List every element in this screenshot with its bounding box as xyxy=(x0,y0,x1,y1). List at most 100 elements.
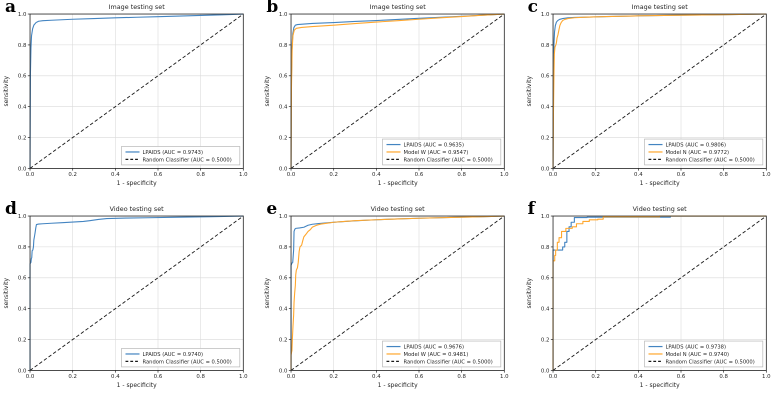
axes-frame xyxy=(29,215,244,371)
x-tick-label: 0.8 xyxy=(196,374,205,380)
roc-panel-e: e 0.0 0.2 0.4 0.6 0.8 1.0 0.0 0.2 0.4 0.6 0.8 1.0 Vi… xyxy=(261,198,522,403)
series-line-1 xyxy=(290,13,505,169)
legend-label: Random Classifier (AUC = 0.5000) xyxy=(404,157,493,163)
roc-chart-e: 0.0 0.2 0.4 0.6 0.8 1.0 0.0 0.2 0.4 0.6 0.8 1.0 Vide… xyxy=(264,205,509,389)
y-tick-label: 0.2 xyxy=(18,135,27,141)
y-tick-label: 0.6 xyxy=(18,275,27,281)
x-tick-label: 0.6 xyxy=(415,172,424,178)
series-line-1 xyxy=(29,215,244,371)
y-tick-label: 1.0 xyxy=(540,12,549,18)
x-tick-label: 0.4 xyxy=(372,374,381,380)
series-line-2 xyxy=(291,13,505,169)
roc-panel-b: b 0.0 0.2 0.4 0.6 0.8 1.0 0.0 0.2 0.4 0.6 0.8 1.0 Im… xyxy=(261,0,522,202)
axes-frame xyxy=(290,215,506,371)
y-tick-label: 1.0 xyxy=(540,213,549,219)
y-tick-label: 0.2 xyxy=(18,337,27,343)
y-axis-label: sensitivity xyxy=(3,277,10,308)
plot-title: Image testing set xyxy=(370,3,427,11)
roc-panel-f: f 0.0 0.2 0.4 0.6 0.8 1.0 0.0 0.2 0.4 0.6 0.8 1.0 Vi… xyxy=(523,198,784,403)
y-axis-label: sensitivity xyxy=(264,75,271,106)
y-tick-label: 0.0 xyxy=(540,166,549,172)
y-tick-label: 0.0 xyxy=(18,166,27,172)
x-tick-label: 1.0 xyxy=(762,374,771,380)
y-tick-label: 0.4 xyxy=(540,306,549,312)
legend-label: LPAIDS (AUC = 0.9676) xyxy=(404,344,464,350)
panel-letter-b: b xyxy=(266,0,279,17)
axes-frame xyxy=(29,13,244,169)
y-tick-label: 0.8 xyxy=(540,244,549,250)
plot-title: Video testing set xyxy=(371,205,425,213)
series-line-0 xyxy=(552,214,766,370)
x-tick-label: 0.6 xyxy=(415,374,424,380)
y-tick-label: 1.0 xyxy=(18,213,27,219)
y-tick-label: 0.0 xyxy=(540,368,549,374)
series-line-0 xyxy=(29,214,244,370)
x-tick-label: 0.0 xyxy=(26,172,35,178)
x-tick-label: 0.8 xyxy=(719,172,728,178)
y-tick-label: 0.6 xyxy=(540,275,549,281)
x-tick-label: 0.8 xyxy=(719,374,728,380)
legend-label: LPAIDS (AUC = 0.9635) xyxy=(404,142,464,148)
roc-panel-d: d 0.0 0.2 0.4 0.6 0.8 1.0 0.0 0.2 0.4 0.6 0.8 1.0 Vi… xyxy=(0,198,261,403)
x-tick-label: 0.6 xyxy=(676,172,685,178)
x-tick-label: 0.8 xyxy=(196,172,205,178)
legend-label: Model N (AUC = 0.9772) xyxy=(665,150,729,156)
x-tick-label: 0.0 xyxy=(548,172,557,178)
x-tick-label: 0.0 xyxy=(26,374,35,380)
series-line-2 xyxy=(552,13,767,169)
y-tick-label: 1.0 xyxy=(18,12,27,18)
series-line-2 xyxy=(291,215,505,371)
panel-letter-e: e xyxy=(266,198,278,219)
x-tick-label: 1.0 xyxy=(500,374,509,380)
x-axis-label: 1 - specificity xyxy=(117,180,157,187)
y-tick-label: 0.4 xyxy=(18,105,27,111)
legend-label: LPAIDS (AUC = 0.9738) xyxy=(665,344,725,350)
panel-letter-d: d xyxy=(5,198,17,219)
y-tick-label: 0.6 xyxy=(540,74,549,80)
x-tick-label: 1.0 xyxy=(239,374,248,380)
legend-box xyxy=(643,138,763,166)
y-axis-label: sensitivity xyxy=(264,277,271,308)
x-tick-label: 0.4 xyxy=(634,374,643,380)
legend-box xyxy=(643,340,763,367)
x-tick-label: 0.2 xyxy=(68,172,77,178)
panel-letter-c: c xyxy=(527,0,539,17)
series-line-1 xyxy=(552,214,766,370)
x-tick-label: 0.4 xyxy=(111,374,120,380)
series-line-0 xyxy=(29,13,244,169)
y-tick-label: 0.8 xyxy=(18,244,27,250)
y-tick-label: 0.2 xyxy=(540,135,549,141)
plot-title: Video testing set xyxy=(632,205,686,213)
legend-label: Random Classifier (AUC = 0.5000) xyxy=(665,157,754,163)
plot-title: Image testing set xyxy=(631,3,688,11)
y-tick-label: 1.0 xyxy=(279,12,288,18)
x-tick-label: 0.2 xyxy=(330,172,339,178)
series-line-1 xyxy=(290,214,505,370)
y-axis-label: sensitivity xyxy=(526,75,533,106)
series-line-1 xyxy=(29,13,244,169)
legend-label: Random Classifier (AUC = 0.5000) xyxy=(665,359,754,365)
panel-letter-a: a xyxy=(5,0,17,17)
y-tick-label: 0.0 xyxy=(279,166,288,172)
y-tick-label: 0.2 xyxy=(540,337,549,343)
x-tick-label: 0.8 xyxy=(458,374,467,380)
y-tick-label: 0.4 xyxy=(540,105,549,111)
x-tick-label: 0.0 xyxy=(287,172,296,178)
legend-label: Model W (AUC = 0.9481) xyxy=(404,351,469,357)
x-axis-label: 1 - specificity xyxy=(639,381,679,388)
legend-box xyxy=(121,146,241,166)
panel-letter-f: f xyxy=(527,198,535,219)
legend-label: Random Classifier (AUC = 0.5000) xyxy=(143,157,232,163)
legend-label: Model W (AUC = 0.9547) xyxy=(404,150,469,156)
y-tick-label: 0.0 xyxy=(279,368,288,374)
roc-chart-d: 0.0 0.2 0.4 0.6 0.8 1.0 0.0 0.2 0.4 0.6 0.8 1.0 Vide… xyxy=(3,205,248,389)
x-axis-label: 1 - specificity xyxy=(117,381,157,388)
y-tick-label: 0.6 xyxy=(18,74,27,80)
y-tick-label: 0.2 xyxy=(279,135,288,141)
x-tick-label: 0.0 xyxy=(548,374,557,380)
legend-label: LPAIDS (AUC = 0.9806) xyxy=(665,142,725,148)
roc-chart-c: 0.0 0.2 0.4 0.6 0.8 1.0 0.0 0.2 0.4 0.6 0.8 1.0 Imag… xyxy=(526,3,771,187)
x-tick-label: 0.4 xyxy=(634,172,643,178)
x-tick-label: 0.2 xyxy=(591,374,600,380)
x-tick-label: 0.6 xyxy=(676,374,685,380)
